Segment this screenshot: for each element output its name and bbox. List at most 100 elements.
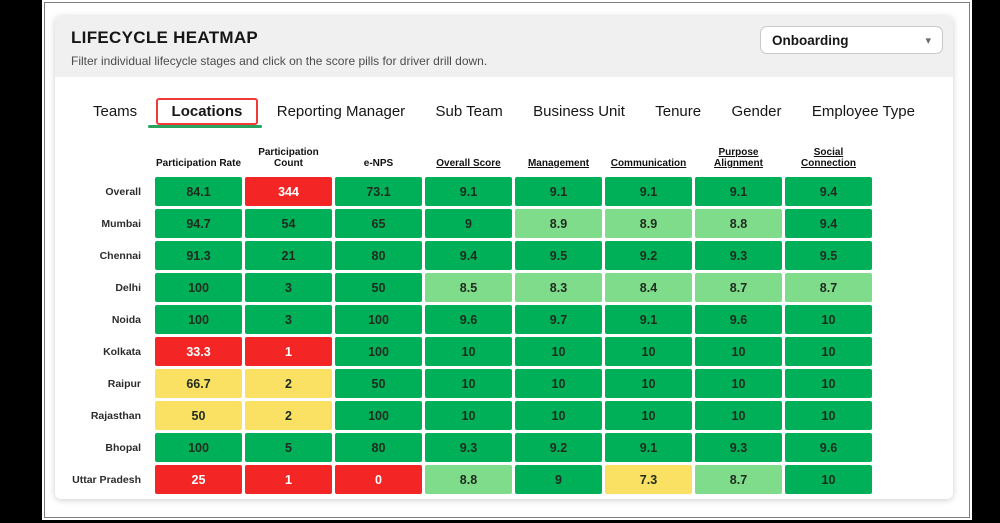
tab-locations[interactable]: Locations <box>147 98 263 128</box>
score-pill[interactable]: 10 <box>515 337 602 366</box>
column-header-overall-score[interactable]: Overall Score <box>436 158 501 169</box>
score-pill[interactable]: 100 <box>155 433 242 462</box>
tab-gender[interactable]: Gender <box>731 103 782 120</box>
tab-tenure[interactable]: Tenure <box>655 103 702 120</box>
column-header-management[interactable]: Management <box>527 158 590 169</box>
score-pill[interactable]: 9.4 <box>425 241 512 270</box>
score-pill[interactable]: 50 <box>335 369 422 398</box>
score-pill[interactable]: 10 <box>515 401 602 430</box>
column-header-social-connection[interactable]: Social Connection <box>801 147 856 169</box>
score-pill[interactable]: 10 <box>695 337 782 366</box>
row-label-noida: Noida <box>111 313 141 326</box>
score-pill[interactable]: 8.9 <box>605 209 692 238</box>
score-pill[interactable]: 73.1 <box>335 177 422 206</box>
score-pill[interactable]: 9.2 <box>605 241 692 270</box>
tab-business-unit[interactable]: Business Unit <box>533 103 625 120</box>
score-pill[interactable]: 10 <box>515 369 602 398</box>
score-pill[interactable]: 9.4 <box>785 209 872 238</box>
tab-sub-team[interactable]: Sub Team <box>435 103 503 120</box>
dropdown-selected-value: Onboarding <box>772 32 849 48</box>
score-pill[interactable]: 8.8 <box>425 465 512 494</box>
score-pill[interactable]: 91.3 <box>155 241 242 270</box>
score-pill[interactable]: 9 <box>515 465 602 494</box>
tab-teams[interactable]: Teams <box>93 103 138 120</box>
score-pill[interactable]: 100 <box>335 337 422 366</box>
score-pill[interactable]: 21 <box>245 241 332 270</box>
lifecycle-heatmap-card: LIFECYCLE HEATMAP Filter individual life… <box>55 16 953 499</box>
score-pill[interactable]: 8.4 <box>605 273 692 302</box>
score-pill[interactable]: 10 <box>785 369 872 398</box>
score-pill[interactable]: 8.7 <box>785 273 872 302</box>
score-pill[interactable]: 10 <box>425 337 512 366</box>
score-pill[interactable]: 2 <box>245 369 332 398</box>
score-pill[interactable]: 65 <box>335 209 422 238</box>
score-pill[interactable]: 100 <box>155 305 242 334</box>
column-header-purpose-alignment[interactable]: Purpose Alignment <box>714 147 763 169</box>
score-pill[interactable]: 10 <box>785 401 872 430</box>
active-tab-underline <box>147 125 263 128</box>
score-pill[interactable]: 8.7 <box>695 273 782 302</box>
score-pill[interactable]: 9.4 <box>785 177 872 206</box>
column-header-participation-rate: Participation Rate <box>155 158 242 169</box>
score-pill[interactable]: 9.6 <box>425 305 512 334</box>
score-pill[interactable]: 5 <box>245 433 332 462</box>
score-pill[interactable]: 10 <box>605 401 692 430</box>
score-pill[interactable]: 3 <box>245 305 332 334</box>
lifecycle-stage-dropdown[interactable]: Onboarding ▾ <box>760 26 943 54</box>
score-pill[interactable]: 9.1 <box>605 433 692 462</box>
score-pill[interactable]: 9.5 <box>515 241 602 270</box>
score-pill[interactable]: 1 <box>245 337 332 366</box>
score-pill[interactable]: 100 <box>335 401 422 430</box>
score-pill[interactable]: 3 <box>245 273 332 302</box>
score-pill[interactable]: 10 <box>605 369 692 398</box>
score-pill[interactable]: 9.3 <box>695 433 782 462</box>
score-pill[interactable]: 10 <box>785 337 872 366</box>
score-pill[interactable]: 10 <box>425 401 512 430</box>
score-pill[interactable]: 50 <box>155 401 242 430</box>
column-header-communication[interactable]: Communication <box>610 158 687 169</box>
score-pill[interactable]: 344 <box>245 177 332 206</box>
score-pill[interactable]: 9.1 <box>695 177 782 206</box>
score-pill[interactable]: 9 <box>425 209 512 238</box>
score-pill[interactable]: 8.9 <box>515 209 602 238</box>
score-pill[interactable]: 66.7 <box>155 369 242 398</box>
score-pill[interactable]: 9.3 <box>695 241 782 270</box>
score-pill[interactable]: 9.1 <box>515 177 602 206</box>
score-pill[interactable]: 54 <box>245 209 332 238</box>
score-pill[interactable]: 1 <box>245 465 332 494</box>
score-pill[interactable]: 8.7 <box>695 465 782 494</box>
score-pill[interactable]: 33.3 <box>155 337 242 366</box>
tab-reporting-manager[interactable]: Reporting Manager <box>276 103 406 120</box>
score-pill[interactable]: 10 <box>425 369 512 398</box>
score-pill[interactable]: 10 <box>695 369 782 398</box>
score-pill[interactable]: 8.5 <box>425 273 512 302</box>
score-pill[interactable]: 94.7 <box>155 209 242 238</box>
score-pill[interactable]: 10 <box>605 337 692 366</box>
score-pill[interactable]: 80 <box>335 241 422 270</box>
score-pill[interactable]: 25 <box>155 465 242 494</box>
score-pill[interactable]: 8.8 <box>695 209 782 238</box>
score-pill[interactable]: 9.1 <box>425 177 512 206</box>
score-pill[interactable]: 84.1 <box>155 177 242 206</box>
score-pill[interactable]: 9.1 <box>605 305 692 334</box>
score-pill[interactable]: 9.5 <box>785 241 872 270</box>
score-pill[interactable]: 2 <box>245 401 332 430</box>
score-pill[interactable]: 9.6 <box>695 305 782 334</box>
score-pill[interactable]: 100 <box>335 305 422 334</box>
score-pill[interactable]: 8.3 <box>515 273 602 302</box>
score-pill[interactable]: 100 <box>155 273 242 302</box>
row-label-chennai: Chennai <box>99 249 141 262</box>
score-pill[interactable]: 9.2 <box>515 433 602 462</box>
score-pill[interactable]: 10 <box>785 305 872 334</box>
score-pill[interactable]: 9.6 <box>785 433 872 462</box>
score-pill[interactable]: 9.7 <box>515 305 602 334</box>
score-pill[interactable]: 9.1 <box>605 177 692 206</box>
score-pill[interactable]: 80 <box>335 433 422 462</box>
score-pill[interactable]: 50 <box>335 273 422 302</box>
score-pill[interactable]: 9.3 <box>425 433 512 462</box>
score-pill[interactable]: 10 <box>785 465 872 494</box>
tab-employee-type[interactable]: Employee Type <box>811 103 915 120</box>
score-pill[interactable]: 0 <box>335 465 422 494</box>
score-pill[interactable]: 10 <box>695 401 782 430</box>
score-pill[interactable]: 7.3 <box>605 465 692 494</box>
